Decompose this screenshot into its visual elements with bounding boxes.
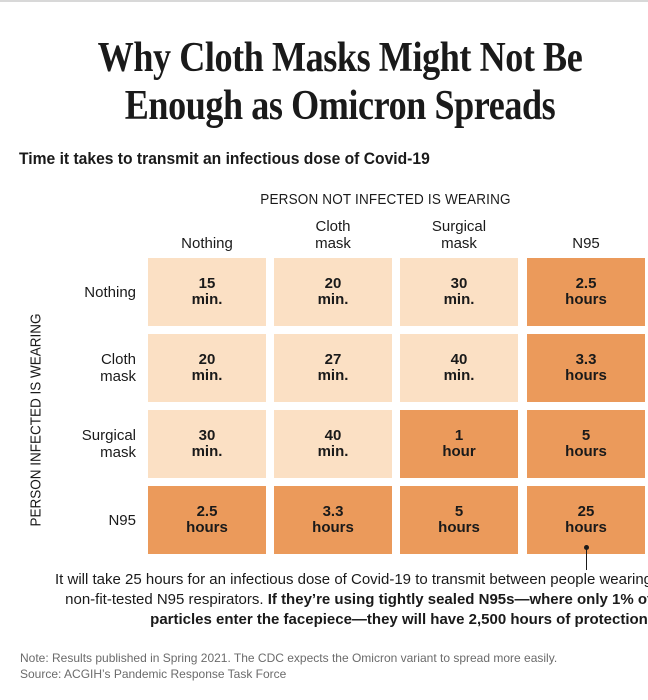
grid-cell: 15 min. <box>148 258 266 326</box>
cell-value-text: min. <box>191 367 223 384</box>
source-text: Source: ACGIH’s Pandemic Response Task F… <box>20 667 287 681</box>
cell-value-text: 2.5 <box>196 503 218 520</box>
column-header-text: Nothing <box>181 235 233 252</box>
cell-value-text: hours <box>186 519 228 536</box>
cell-value-text: min. <box>317 443 349 460</box>
grid-cell: 3.3 hours <box>527 334 645 402</box>
cell-value-text: min. <box>191 443 223 460</box>
column-header-text: N95 <box>572 235 600 252</box>
grid-cell: 5 hours <box>400 486 518 554</box>
cell-value-text: 30 <box>198 427 216 444</box>
cell-value-text: min. <box>191 291 223 308</box>
top-divider <box>0 0 648 2</box>
row-header-text: Nothing <box>84 283 136 301</box>
cell-value-text: 40 <box>450 351 468 368</box>
chart-title: Why Cloth Masks Might Not Be Enough as O… <box>48 34 633 130</box>
grid-cell: 1 hour <box>400 410 518 478</box>
row-header-text: Cloth <box>100 351 136 368</box>
column-header-text: Surgical <box>431 218 487 235</box>
grid-cell: 20 min. <box>274 258 392 326</box>
caption-line-2: non-fit-tested N95 respirators. If they’… <box>65 590 648 610</box>
cell-value-text: 30 <box>450 275 468 292</box>
note-text: Note: Results published in Spring 2021. … <box>20 651 558 665</box>
grid-cell: 30 min. <box>148 410 266 478</box>
caption-line-2-bold: If they’re using tightly sealed N95s—whe… <box>267 591 648 608</box>
grid-cell: 3.3 hours <box>274 486 392 554</box>
cell-value-text: hours <box>565 291 607 308</box>
cell-value-text: 20 <box>198 351 216 368</box>
row-header-text: mask <box>100 368 136 385</box>
column-header: N95 <box>527 214 645 252</box>
cell-value-text: min. <box>317 291 349 308</box>
row-header-text: N95 <box>108 511 136 529</box>
column-header-text: mask <box>315 235 351 252</box>
grid-cell: 2.5 hours <box>527 258 645 326</box>
cell-value-text: hours <box>565 519 607 536</box>
leader-dot <box>584 545 589 550</box>
cell-value-text: 5 <box>581 427 591 444</box>
grid-cell: 40 min. <box>274 410 392 478</box>
row-header: Cloth mask <box>60 334 136 402</box>
caption-line-1: It will take 25 hours for an infectious … <box>55 571 648 588</box>
cell-value-text: min. <box>443 291 475 308</box>
leader-line <box>586 548 587 570</box>
caption-line-3: particles enter the facepiece—they will … <box>150 610 648 630</box>
column-header: Nothing <box>148 214 266 252</box>
cell-value-text: 27 <box>324 351 342 368</box>
cell-value-text: 20 <box>324 275 342 292</box>
row-axis-label-text: PERSON INFECTED IS WEARING <box>27 313 45 527</box>
column-header: Cloth mask <box>274 214 392 252</box>
column-header-text: mask <box>441 235 477 252</box>
row-header: N95 <box>60 486 136 554</box>
grid-cell: 25 hours <box>527 486 645 554</box>
grid-cell: 27 min. <box>274 334 392 402</box>
grid-cell: 40 min. <box>400 334 518 402</box>
grid-cell: 20 min. <box>148 334 266 402</box>
chart-subtitle: Time it takes to transmit an infectious … <box>19 149 430 168</box>
row-header-text: Surgical <box>81 427 136 444</box>
cell-value-text: 25 <box>577 503 595 520</box>
cell-value-text: hour <box>442 443 476 460</box>
title-line-1: Why Cloth Masks Might Not Be <box>97 35 583 81</box>
cell-value-text: hours <box>312 519 354 536</box>
caption-line-3-bold: particles enter the facepiece—they will … <box>150 611 648 628</box>
cell-value-text: min. <box>443 367 475 384</box>
column-header-text: Cloth <box>315 218 351 235</box>
title-line-2: Enough as Omicron Spreads <box>124 83 556 129</box>
cell-value-text: hours <box>438 519 480 536</box>
cell-value-text: 2.5 <box>575 275 597 292</box>
cell-value-text: 15 <box>198 275 216 292</box>
row-header: Surgical mask <box>60 410 136 478</box>
column-axis-label: PERSON NOT INFECTED IS WEARING <box>260 191 511 208</box>
cell-value-text: 3.3 <box>575 351 597 368</box>
grid-cell: 2.5 hours <box>148 486 266 554</box>
cell-value-text: 40 <box>324 427 342 444</box>
cell-value-text: 1 <box>454 427 464 444</box>
cell-value-text: hours <box>565 367 607 384</box>
grid-cell: 30 min. <box>400 258 518 326</box>
column-header: Surgical mask <box>400 214 518 252</box>
cell-value-text: 5 <box>454 503 464 520</box>
cell-value-text: hours <box>565 443 607 460</box>
grid-cell: 5 hours <box>527 410 645 478</box>
cell-value-text: min. <box>317 367 349 384</box>
caption-line-2-normal: non-fit-tested N95 respirators. <box>65 591 264 608</box>
row-header-text: mask <box>100 444 136 461</box>
cell-value-text: 3.3 <box>322 503 344 520</box>
row-header: Nothing <box>60 258 136 326</box>
footnote: Note: Results published in Spring 2021. … <box>20 650 557 682</box>
